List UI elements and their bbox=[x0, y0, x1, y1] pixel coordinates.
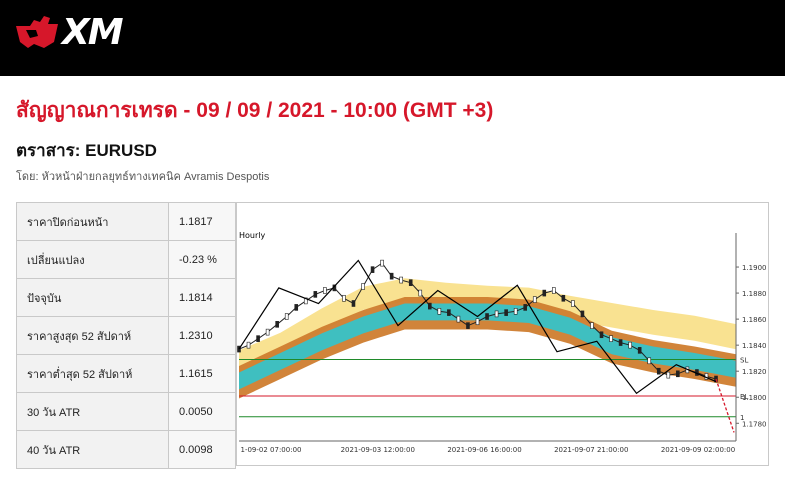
x-tick-label: 2021-09-06 16:00:00 bbox=[447, 446, 521, 454]
stat-value: 0.0098 bbox=[168, 430, 236, 469]
stat-value: 0.0050 bbox=[168, 392, 236, 431]
table-row: 40 วัน ATR 0.0098 bbox=[16, 430, 236, 469]
candle bbox=[666, 371, 671, 379]
price-chart: Hourly SL EL 1 1.1900 1.1880 1.1860 1.1840 1.1… bbox=[236, 202, 769, 466]
y-tick-label: 1.1840 bbox=[742, 342, 767, 350]
candle bbox=[275, 321, 279, 328]
bull-icon bbox=[16, 16, 58, 48]
zigzag-line bbox=[238, 259, 717, 395]
candle bbox=[609, 335, 613, 342]
candle bbox=[580, 310, 585, 318]
table-row: 30 วัน ATR 0.0050 bbox=[16, 392, 236, 431]
candle bbox=[571, 300, 575, 307]
candle bbox=[466, 322, 470, 329]
candle bbox=[323, 287, 327, 294]
candle bbox=[656, 367, 661, 375]
stat-label: 40 วัน ATR bbox=[16, 430, 169, 469]
candle bbox=[313, 291, 318, 298]
stat-value: -0.23 % bbox=[168, 240, 236, 279]
candle bbox=[618, 339, 623, 346]
instrument-label: ตราสาร: EURUSD bbox=[16, 141, 157, 160]
bands bbox=[239, 278, 736, 399]
stat-label: ราคาสูงสุด 52 สัปดาห์ bbox=[16, 316, 169, 355]
x-tick-label: 2021-09-07 21:00:00 bbox=[554, 446, 628, 454]
candle bbox=[475, 318, 480, 326]
candle bbox=[265, 328, 270, 336]
candle bbox=[513, 308, 518, 315]
table-row: เปลี่ยนแปลง -0.23 % bbox=[16, 240, 236, 279]
y-tick-label: 1.1820 bbox=[742, 368, 767, 376]
candle bbox=[447, 309, 451, 316]
stat-value: 1.1814 bbox=[168, 278, 236, 317]
candle bbox=[361, 283, 365, 290]
logo-text: XM bbox=[62, 11, 124, 53]
stat-label: ราคาปิดก่อนหน้า bbox=[16, 202, 169, 241]
levels: SL EL 1 bbox=[239, 356, 748, 422]
x-tick-label: 2021-09-03 12:00:00 bbox=[341, 446, 415, 454]
candle bbox=[351, 300, 356, 307]
projection-arrow bbox=[715, 378, 735, 433]
candle bbox=[637, 347, 642, 354]
level-label: 1 bbox=[740, 414, 744, 422]
candle bbox=[628, 341, 632, 349]
price-series bbox=[237, 259, 735, 433]
candle bbox=[380, 259, 384, 267]
candle bbox=[437, 308, 442, 315]
candle bbox=[542, 289, 547, 297]
candle bbox=[370, 266, 375, 273]
x-tick-label: 2021-09-09 02:00:00 bbox=[661, 446, 735, 454]
inner-band bbox=[239, 303, 736, 390]
y-tick-label: 1.1800 bbox=[742, 394, 767, 402]
stat-value: 1.1615 bbox=[168, 354, 236, 393]
site-header: XM bbox=[0, 0, 785, 76]
table-row: ปัจจุบัน 1.1814 bbox=[16, 278, 236, 317]
candle bbox=[647, 357, 652, 365]
stat-label: 30 วัน ATR bbox=[16, 392, 169, 431]
chart-title: Hourly bbox=[239, 231, 265, 240]
candle bbox=[342, 294, 346, 302]
candle bbox=[599, 331, 604, 339]
outer-band bbox=[239, 278, 736, 373]
level-label: SL bbox=[740, 356, 748, 364]
candle bbox=[418, 289, 423, 297]
table-row: ราคาต่ำสุด 52 สัปดาห์ 1.1615 bbox=[16, 354, 236, 393]
y-tick-label: 1.1780 bbox=[742, 420, 767, 428]
candle bbox=[552, 287, 556, 294]
stat-value: 1.1817 bbox=[168, 202, 236, 241]
stat-label: ราคาต่ำสุด 52 สัปดาห์ bbox=[16, 354, 169, 393]
candle bbox=[485, 313, 489, 320]
candle bbox=[456, 315, 461, 323]
candle bbox=[523, 304, 528, 311]
xm-logo[interactable]: XM bbox=[14, 11, 124, 53]
y-tick-label: 1.1880 bbox=[742, 290, 767, 298]
candle bbox=[256, 335, 260, 342]
axes: 1.1900 1.1880 1.1860 1.1840 1.1820 1.1800 1.17… bbox=[239, 233, 767, 454]
table-row: ราคาปิดก่อนหน้า 1.1817 bbox=[16, 202, 236, 241]
x-tick-label: 1-09-02 07:00:00 bbox=[241, 446, 302, 454]
candle bbox=[284, 313, 289, 320]
author-line: โดย: หัวหน้าฝ่ายกลยุทธ์ทางเทคนิค Avramis… bbox=[16, 171, 270, 183]
candle bbox=[504, 309, 508, 316]
stats-table: ราคาปิดก่อนหน้า 1.1817 เปลี่ยนแปลง -0.23 %… bbox=[16, 202, 236, 469]
candle bbox=[294, 304, 299, 311]
level-label: EL bbox=[740, 393, 748, 401]
candle bbox=[428, 302, 432, 310]
stat-label: ปัจจุบัน bbox=[16, 278, 169, 317]
table-row: ราคาสูงสุด 52 สัปดาห์ 1.2310 bbox=[16, 316, 236, 355]
candle bbox=[246, 341, 251, 349]
y-tick-label: 1.1900 bbox=[742, 264, 767, 272]
page-title: สัญญาณการเทรด - 09 / 09 / 2021 - 10:00 (… bbox=[16, 99, 494, 122]
candle bbox=[408, 279, 413, 286]
candle bbox=[590, 322, 594, 329]
candle bbox=[676, 370, 680, 378]
stat-label: เปลี่ยนแปลง bbox=[16, 240, 169, 279]
candle bbox=[494, 310, 499, 318]
candle bbox=[389, 272, 394, 280]
candle bbox=[532, 296, 537, 303]
stat-value: 1.2310 bbox=[168, 316, 236, 355]
candle bbox=[561, 294, 566, 302]
candle bbox=[399, 276, 403, 284]
y-tick-label: 1.1860 bbox=[742, 316, 767, 324]
